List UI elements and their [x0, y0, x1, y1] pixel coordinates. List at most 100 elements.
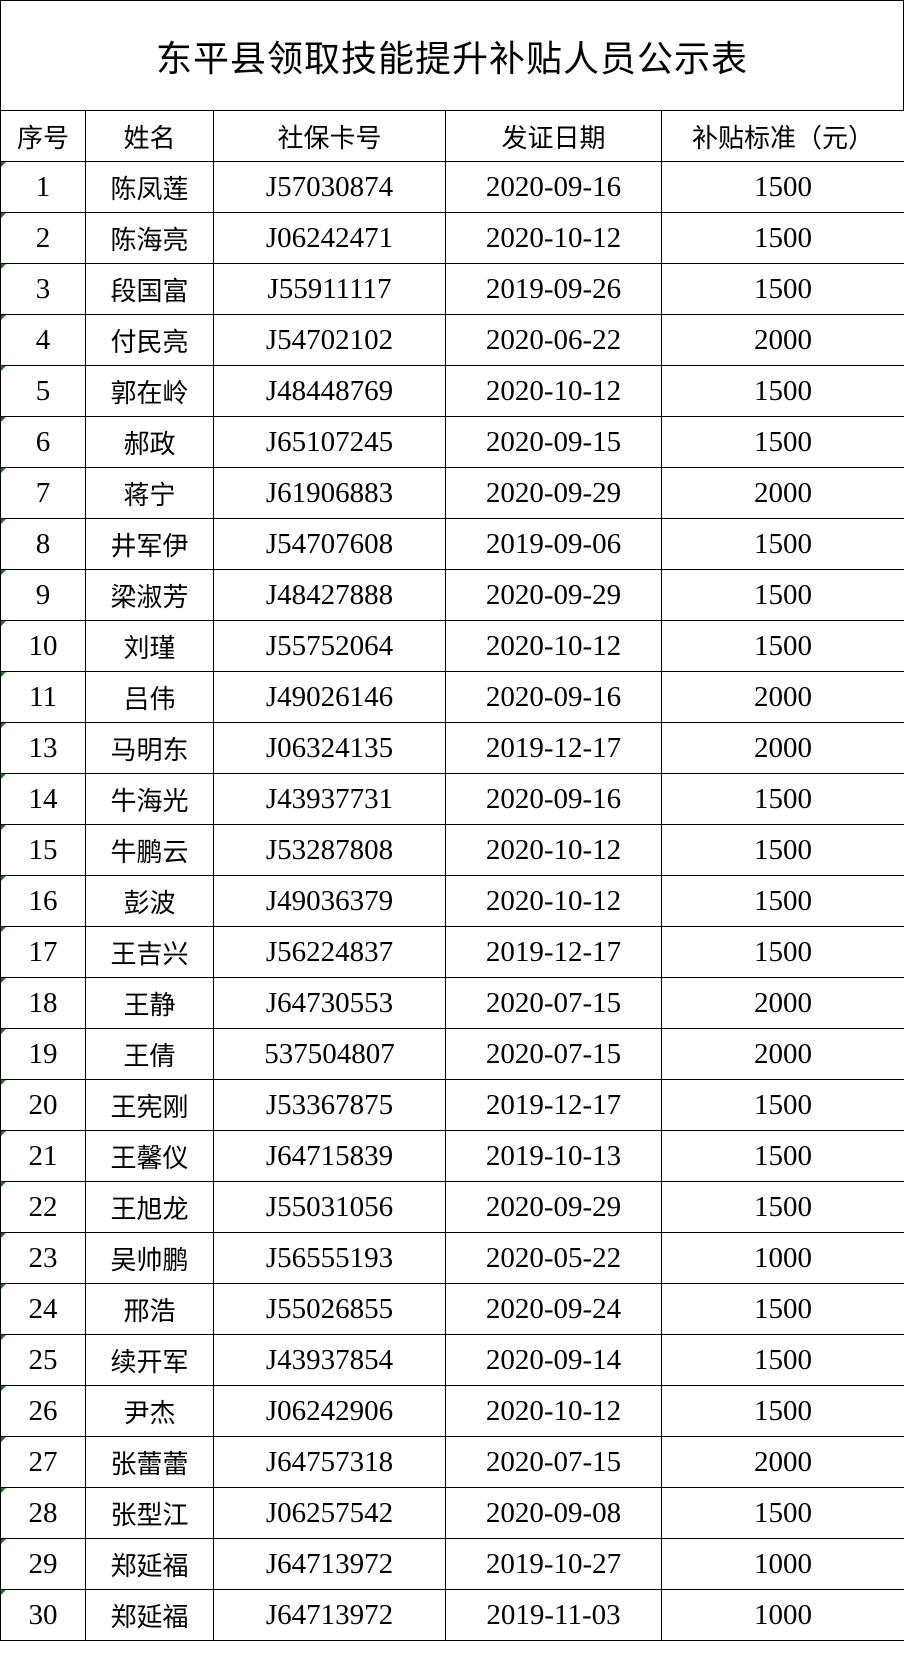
cell-card-number: J61906883 [213, 467, 446, 519]
table-row: 6 郝政 J65107245 2020-09-15 1500 [0, 416, 904, 468]
cell-card-number: J56555193 [213, 1232, 446, 1284]
cell-subsidy: 1500 [661, 212, 904, 264]
cell-index: 25 [0, 1334, 86, 1386]
cell-name: 吕伟 [85, 671, 214, 723]
cell-card-number: J54707608 [213, 518, 446, 570]
cell-issue-date: 2019-12-17 [445, 722, 662, 774]
cell-issue-date: 2020-09-29 [445, 467, 662, 519]
cell-subsidy: 1500 [661, 365, 904, 417]
cell-name: 张型江 [85, 1487, 214, 1539]
cell-subsidy: 1500 [661, 569, 904, 621]
cell-card-number: J49036379 [213, 875, 446, 927]
cell-name: 王静 [85, 977, 214, 1029]
cell-name: 王吉兴 [85, 926, 214, 978]
cell-card-number: J64757318 [213, 1436, 446, 1488]
table-row: 5 郭在岭 J48448769 2020-10-12 1500 [0, 365, 904, 417]
header-issue-date: 发证日期 [445, 110, 662, 162]
cell-subsidy: 2000 [661, 977, 904, 1029]
cell-name: 牛海光 [85, 773, 214, 825]
cell-name: 王宪刚 [85, 1079, 214, 1131]
cell-subsidy: 1500 [661, 416, 904, 468]
cell-issue-date: 2019-10-13 [445, 1130, 662, 1182]
table-row: 18 王静 J64730553 2020-07-15 2000 [0, 977, 904, 1029]
cell-index: 27 [0, 1436, 86, 1488]
cell-issue-date: 2020-10-12 [445, 824, 662, 876]
page-title: 东平县领取技能提升补贴人员公示表 [0, 0, 904, 110]
cell-card-number: J06242906 [213, 1385, 446, 1437]
cell-index: 9 [0, 569, 86, 621]
cell-name: 王倩 [85, 1028, 214, 1080]
cell-issue-date: 2020-10-12 [445, 365, 662, 417]
cell-index: 29 [0, 1538, 86, 1590]
cell-card-number: J06257542 [213, 1487, 446, 1539]
table-row: 30 郑延福 J64713972 2019-11-03 1000 [0, 1589, 904, 1641]
cell-issue-date: 2020-07-15 [445, 1028, 662, 1080]
cell-issue-date: 2020-09-08 [445, 1487, 662, 1539]
cell-subsidy: 1500 [661, 773, 904, 825]
table-row: 10 刘瑾 J55752064 2020-10-12 1500 [0, 620, 904, 672]
cell-card-number: J49026146 [213, 671, 446, 723]
cell-name: 陈凤莲 [85, 161, 214, 213]
cell-card-number: J43937854 [213, 1334, 446, 1386]
cell-subsidy: 1500 [661, 1385, 904, 1437]
cell-name: 郝政 [85, 416, 214, 468]
table-row: 8 井军伊 J54707608 2019-09-06 1500 [0, 518, 904, 570]
cell-index: 22 [0, 1181, 86, 1233]
table-row: 22 王旭龙 J55031056 2020-09-29 1500 [0, 1181, 904, 1233]
cell-subsidy: 1500 [661, 1181, 904, 1233]
cell-name: 郑延福 [85, 1538, 214, 1590]
cell-subsidy: 2000 [661, 314, 904, 366]
cell-subsidy: 1500 [661, 1079, 904, 1131]
table-row: 17 王吉兴 J56224837 2019-12-17 1500 [0, 926, 904, 978]
cell-name: 井军伊 [85, 518, 214, 570]
cell-issue-date: 2020-10-12 [445, 212, 662, 264]
cell-subsidy: 2000 [661, 671, 904, 723]
cell-index: 11 [0, 671, 86, 723]
cell-index: 24 [0, 1283, 86, 1335]
cell-card-number: J53367875 [213, 1079, 446, 1131]
cell-index: 1 [0, 161, 86, 213]
table-row: 2 陈海亮 J06242471 2020-10-12 1500 [0, 212, 904, 264]
cell-subsidy: 1500 [661, 875, 904, 927]
table-row: 11 吕伟 J49026146 2020-09-16 2000 [0, 671, 904, 723]
cell-issue-date: 2020-09-14 [445, 1334, 662, 1386]
cell-card-number: J55026855 [213, 1283, 446, 1335]
cell-index: 26 [0, 1385, 86, 1437]
cell-subsidy: 2000 [661, 722, 904, 774]
cell-subsidy: 1500 [661, 1130, 904, 1182]
cell-issue-date: 2020-09-16 [445, 671, 662, 723]
table-row: 15 牛鹏云 J53287808 2020-10-12 1500 [0, 824, 904, 876]
cell-card-number: 537504807 [213, 1028, 446, 1080]
cell-name: 陈海亮 [85, 212, 214, 264]
cell-issue-date: 2020-09-16 [445, 161, 662, 213]
cell-name: 马明东 [85, 722, 214, 774]
cell-name: 张蕾蕾 [85, 1436, 214, 1488]
cell-issue-date: 2020-10-12 [445, 620, 662, 672]
cell-index: 13 [0, 722, 86, 774]
cell-issue-date: 2020-09-16 [445, 773, 662, 825]
cell-subsidy: 1500 [661, 1334, 904, 1386]
cell-subsidy: 2000 [661, 1436, 904, 1488]
cell-index: 28 [0, 1487, 86, 1539]
table-row: 28 张型江 J06257542 2020-09-08 1500 [0, 1487, 904, 1539]
cell-index: 14 [0, 773, 86, 825]
cell-card-number: J64715839 [213, 1130, 446, 1182]
cell-name: 彭波 [85, 875, 214, 927]
cell-issue-date: 2020-09-24 [445, 1283, 662, 1335]
cell-subsidy: 1500 [661, 1283, 904, 1335]
cell-name: 郑延福 [85, 1589, 214, 1641]
cell-name: 刘瑾 [85, 620, 214, 672]
cell-name: 王旭龙 [85, 1181, 214, 1233]
cell-card-number: J64730553 [213, 977, 446, 1029]
cell-index: 15 [0, 824, 86, 876]
cell-card-number: J55031056 [213, 1181, 446, 1233]
header-subsidy: 补贴标准（元） [661, 110, 904, 162]
table-row: 9 梁淑芳 J48427888 2020-09-29 1500 [0, 569, 904, 621]
table-row: 7 蒋宁 J61906883 2020-09-29 2000 [0, 467, 904, 519]
cell-index: 5 [0, 365, 86, 417]
cell-name: 郭在岭 [85, 365, 214, 417]
table-row: 4 付民亮 J54702102 2020-06-22 2000 [0, 314, 904, 366]
cell-issue-date: 2020-09-15 [445, 416, 662, 468]
cell-subsidy: 1500 [661, 1487, 904, 1539]
cell-name: 续开军 [85, 1334, 214, 1386]
